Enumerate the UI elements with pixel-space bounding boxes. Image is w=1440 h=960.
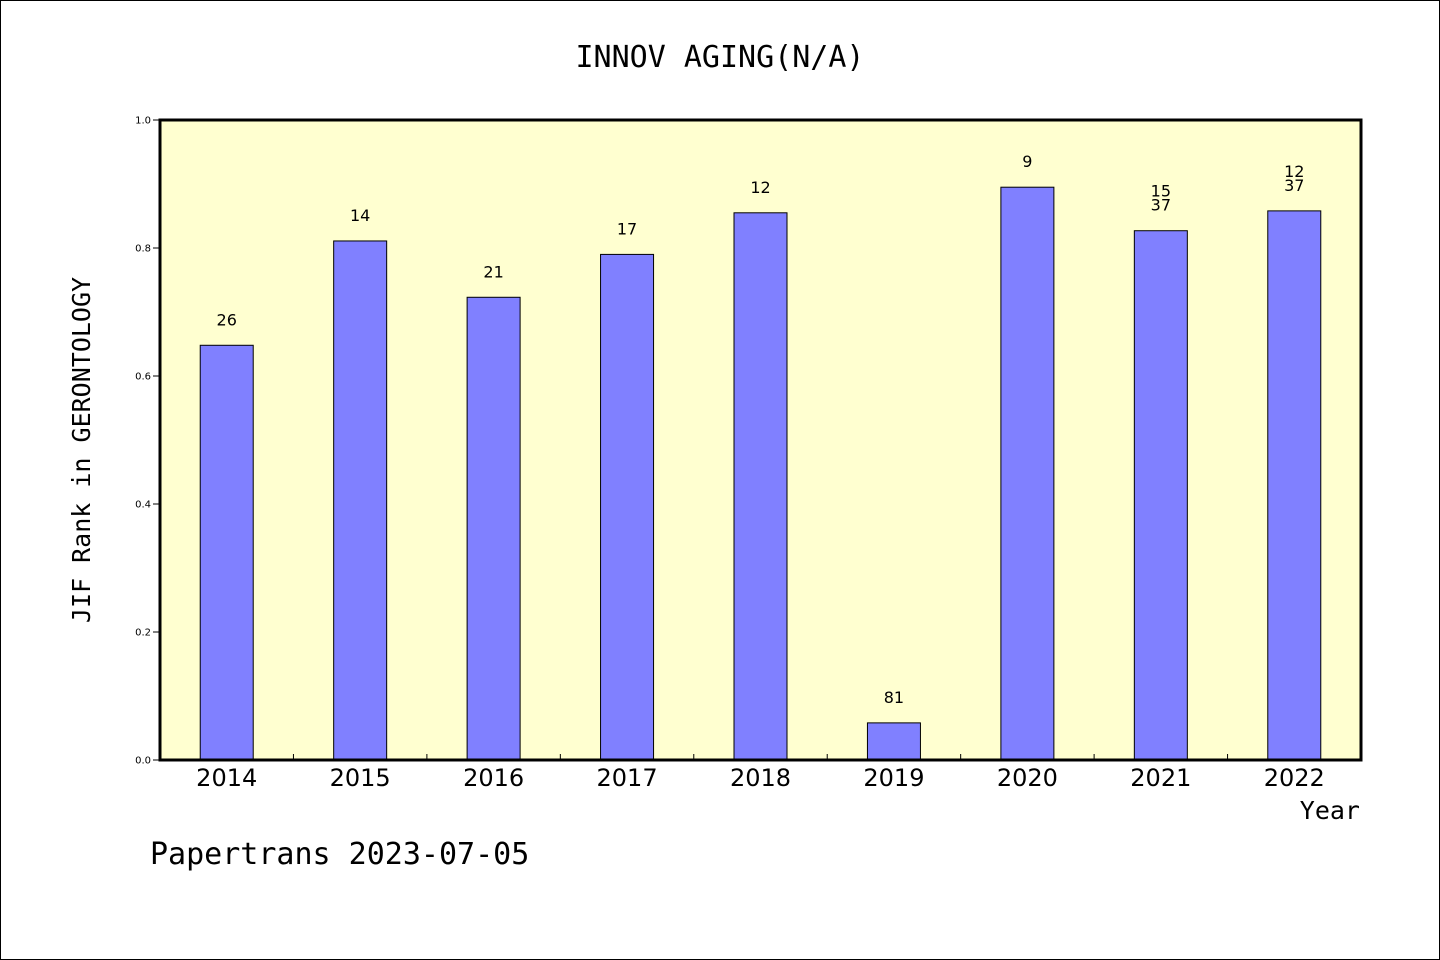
y-axis-label: JIF Rank in GERONTOLOGY [67, 277, 96, 623]
x-tick-label-2015: 2015 [330, 764, 391, 792]
x-tick-label-2017: 2017 [597, 764, 658, 792]
bar-label-2022-2: 37 [1284, 176, 1304, 195]
x-axis-label: Year [1300, 796, 1360, 825]
y-tick-label: 0.8 [135, 244, 151, 255]
bar-2021 [1133, 230, 1188, 761]
plot-border [158, 118, 1363, 762]
y-tick-label: 0.4 [135, 500, 151, 511]
y-tick-label: 0.2 [135, 628, 151, 639]
x-tick-label-2020: 2020 [997, 764, 1058, 792]
bar-2022 [1267, 210, 1322, 761]
y-tick-label: 0.0 [135, 756, 151, 767]
bar-2018 [733, 212, 788, 761]
x-tick-label-2014: 2014 [196, 764, 257, 792]
bar-2016 [466, 296, 521, 761]
x-tick-label-2016: 2016 [463, 764, 524, 792]
bar-2020 [1000, 186, 1055, 761]
x-tick-label-2019: 2019 [863, 764, 924, 792]
footer-stamp: Papertrans 2023-07-05 [150, 837, 529, 872]
y-tick-label: 1.0 [135, 116, 151, 127]
x-tick-label-2018: 2018 [730, 764, 791, 792]
x-axis: 2014 2015 2016 2017 2018 2019 2020 2021 2022 [196, 754, 1325, 792]
bar-2019 [866, 722, 921, 761]
bar-label-2018: 12 [750, 178, 770, 197]
x-tick-label-2022: 2022 [1264, 764, 1325, 792]
y-axis: 0.0 0.2 0.4 0.6 0.8 1.0 [135, 116, 160, 767]
bar-label-2020: 9 [1022, 152, 1032, 171]
bar-label-2022-1: 12 [1284, 162, 1304, 181]
chart-title: INNOV AGING(N/A) [576, 40, 865, 75]
x-tick-label-2021: 2021 [1130, 764, 1191, 792]
bar-label-2017: 17 [617, 219, 637, 238]
bars-group [199, 186, 1322, 761]
bar-label-2021-1: 15 [1151, 182, 1171, 201]
bar-2017 [600, 253, 655, 761]
bar-label-2014: 26 [217, 310, 237, 329]
bar-label-2021-2: 37 [1151, 196, 1171, 215]
bar-2015 [333, 240, 388, 761]
y-tick-label: 0.6 [135, 372, 151, 383]
bar-label-2019: 81 [884, 688, 904, 707]
bar-2014 [199, 344, 254, 761]
bar-label-2015: 14 [350, 206, 370, 225]
bar-label-2016: 21 [483, 262, 503, 281]
